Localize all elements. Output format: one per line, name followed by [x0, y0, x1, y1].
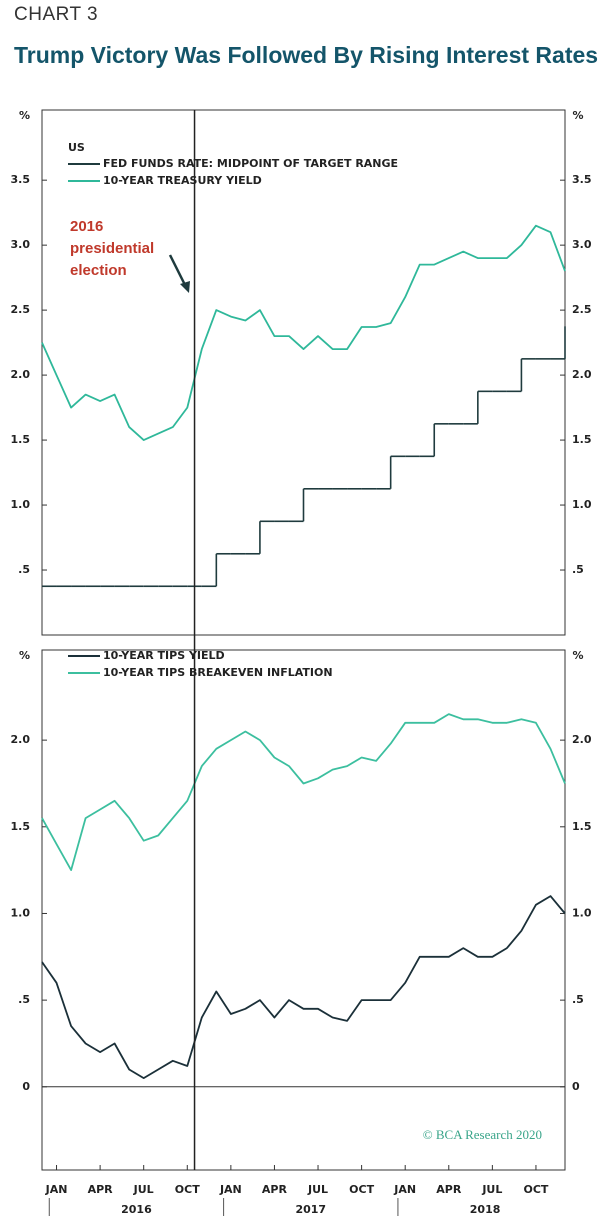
- series-line: [41, 895, 566, 1079]
- x-tick-label: OCT: [523, 1183, 548, 1196]
- y-tick-label: 3.5: [11, 173, 31, 186]
- x-tick-label: OCT: [349, 1183, 374, 1196]
- y-tick-label: 1.5: [11, 820, 31, 833]
- y-unit: %: [19, 649, 30, 662]
- x-tick-label: JAN: [219, 1183, 242, 1196]
- source: © BCA Research 2020: [422, 1127, 542, 1142]
- y-tick-label: 2.0: [572, 733, 592, 746]
- y-tick-label: 3.5: [572, 173, 592, 186]
- legend-label: 10-YEAR TREASURY YIELD: [103, 174, 262, 187]
- y-tick-label: 2.5: [572, 303, 592, 316]
- year-label: 2018: [470, 1203, 501, 1216]
- series-line: [41, 713, 566, 871]
- y-unit: %: [572, 649, 583, 662]
- x-tick-label: JAN: [393, 1183, 416, 1196]
- y-tick-label: 1.0: [11, 906, 31, 919]
- y-tick-label: 3.0: [572, 238, 592, 251]
- year-label: 2016: [121, 1203, 152, 1216]
- y-tick-label: .5: [18, 993, 30, 1006]
- x-tick-label: JUL: [307, 1183, 328, 1196]
- series-line: [41, 224, 566, 441]
- x-tick-label: JUL: [481, 1183, 502, 1196]
- legend-label: 10-YEAR TIPS YIELD: [103, 649, 225, 662]
- plot-frame: [41, 109, 566, 636]
- plot-frame: [41, 649, 566, 1171]
- y-tick-label: 1.0: [11, 498, 31, 511]
- x-tick-label: OCT: [175, 1183, 200, 1196]
- y-tick-label: 2.0: [11, 733, 31, 746]
- legend-label: 10-YEAR TIPS BREAKEVEN INFLATION: [103, 666, 333, 679]
- y-tick-label: 0: [572, 1080, 580, 1093]
- y-tick-label: .5: [572, 993, 584, 1006]
- legend-title: US: [68, 141, 85, 154]
- x-tick-label: APR: [88, 1183, 114, 1196]
- x-tick-label: APR: [436, 1183, 462, 1196]
- y-tick-label: 1.0: [572, 498, 592, 511]
- x-tick-label: JUL: [133, 1183, 154, 1196]
- title: Trump Victory Was Followed By Rising Int…: [14, 42, 599, 68]
- kicker: CHART 3: [14, 4, 99, 25]
- annotation-arrowhead: [180, 281, 190, 293]
- year-label: 2017: [295, 1203, 326, 1216]
- annotation: 2016 presidential election: [70, 218, 155, 279]
- y-tick-label: 1.5: [572, 820, 592, 833]
- y-tick-label: 0: [22, 1080, 30, 1093]
- y-unit: %: [19, 109, 30, 122]
- y-tick-label: 2.0: [11, 368, 31, 381]
- y-unit: %: [572, 109, 583, 122]
- y-tick-label: .5: [572, 563, 584, 576]
- y-tick-label: 3.0: [11, 238, 31, 251]
- y-tick-label: 1.5: [572, 433, 592, 446]
- x-tick-label: JAN: [45, 1183, 68, 1196]
- y-tick-label: 2.5: [11, 303, 31, 316]
- y-tick-label: .5: [18, 563, 30, 576]
- y-tick-label: 1.5: [11, 433, 31, 446]
- y-tick-label: 1.0: [572, 906, 592, 919]
- y-tick-label: 2.0: [572, 368, 592, 381]
- legend-label: FED FUNDS RATE: MIDPOINT OF TARGET RANGE: [103, 157, 398, 170]
- x-tick-label: APR: [262, 1183, 288, 1196]
